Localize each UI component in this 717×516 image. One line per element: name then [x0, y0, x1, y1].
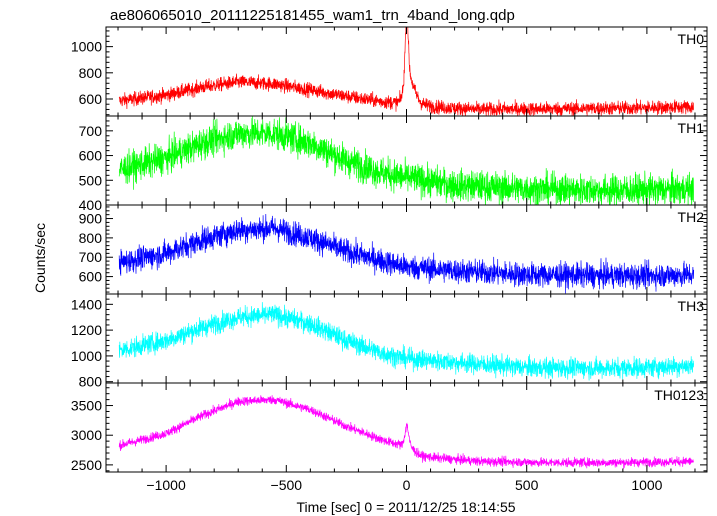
- series-line-th0123: [118, 395, 694, 469]
- y-tick-label: 800: [79, 65, 103, 81]
- panel-th3: 800 1000 1200 1400 TH3: [71, 293, 708, 390]
- y-tick-label: 1400: [71, 296, 102, 312]
- y-tick-label: 600: [79, 269, 103, 285]
- series-line-th2: [118, 213, 695, 294]
- x-tick-label: 0: [403, 477, 411, 493]
- y-tick-label: 700: [79, 249, 103, 265]
- x-tick-label: −1000: [146, 477, 186, 493]
- panel-label-th3: TH3: [678, 298, 705, 314]
- y-axis-label: Counts/sec: [32, 223, 48, 293]
- y-tick-label: 2500: [71, 457, 102, 473]
- y-tick-label: 3000: [71, 427, 102, 443]
- y-tick-label: 1000: [71, 39, 102, 55]
- x-axis-label: Time [sec] 0 = 2011/12/25 18:14:55: [296, 499, 515, 515]
- panel-th0123: 2500 3000 3500 TH0123: [71, 382, 708, 473]
- y-tick-label: 1000: [71, 348, 102, 364]
- panel-label-th1: TH1: [678, 120, 705, 136]
- panel-th2: 600 700 800 900 TH2: [79, 204, 708, 295]
- x-tick-label: 500: [515, 477, 539, 493]
- series-line-th3: [118, 302, 695, 381]
- panel-label-th0: TH0: [678, 31, 705, 47]
- panels-group: 600 800 1000 TH0 400 500 600 700 TH1 600 700 800 900…: [71, 26, 708, 493]
- y-tick-label: 900: [79, 211, 103, 227]
- y-tick-label: 600: [79, 91, 103, 107]
- series-line-th1: [118, 116, 695, 205]
- panel-frame: [105, 26, 708, 117]
- x-tick-label: −500: [271, 477, 303, 493]
- y-tick-label: 700: [79, 123, 103, 139]
- panel-label-th0123: TH0123: [654, 387, 704, 403]
- y-tick-label: 3500: [71, 398, 102, 414]
- panel-th1: 400 500 600 700 TH1: [79, 115, 708, 213]
- y-tick-label: 500: [79, 172, 103, 188]
- x-tick-label: 1000: [631, 477, 662, 493]
- y-tick-label: 600: [79, 148, 103, 164]
- y-tick-label: 1200: [71, 322, 102, 338]
- panel-th0: 600 800 1000 TH0: [71, 26, 708, 117]
- y-tick-label: 800: [79, 374, 103, 390]
- series-line-th0: [118, 27, 695, 116]
- y-tick-label: 800: [79, 230, 103, 246]
- y-tick-label: 400: [79, 197, 103, 213]
- chart-title: ae806065010_20111225181455_wam1_trn_4ban…: [110, 7, 515, 24]
- panel-label-th2: TH2: [678, 209, 705, 225]
